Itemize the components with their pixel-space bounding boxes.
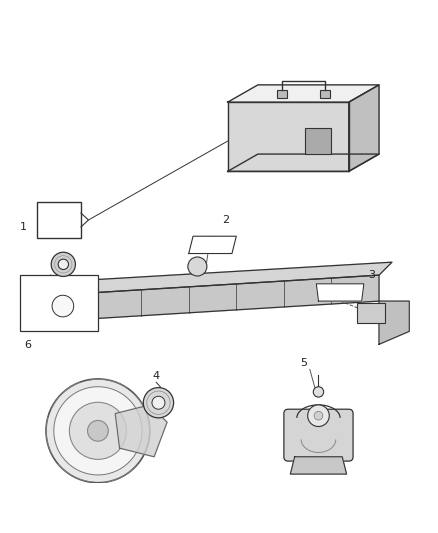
Circle shape bbox=[314, 411, 323, 420]
Circle shape bbox=[51, 252, 75, 277]
Polygon shape bbox=[228, 154, 379, 172]
Polygon shape bbox=[228, 85, 379, 102]
Circle shape bbox=[307, 405, 329, 426]
Polygon shape bbox=[228, 102, 349, 172]
Circle shape bbox=[188, 257, 207, 276]
Polygon shape bbox=[349, 85, 379, 172]
Polygon shape bbox=[290, 457, 346, 474]
Circle shape bbox=[69, 402, 127, 459]
Text: 4: 4 bbox=[153, 371, 160, 381]
Circle shape bbox=[152, 396, 165, 409]
Circle shape bbox=[46, 379, 150, 483]
Polygon shape bbox=[189, 236, 236, 254]
Text: 6: 6 bbox=[25, 340, 32, 350]
FancyBboxPatch shape bbox=[284, 409, 353, 461]
Bar bbox=[276, 90, 287, 98]
Polygon shape bbox=[115, 405, 167, 457]
Bar bbox=[320, 90, 330, 98]
Bar bbox=[357, 303, 385, 322]
Bar bbox=[305, 128, 332, 154]
Circle shape bbox=[58, 259, 68, 270]
Polygon shape bbox=[20, 275, 98, 332]
Text: 1: 1 bbox=[20, 222, 27, 232]
Polygon shape bbox=[98, 275, 379, 318]
Polygon shape bbox=[98, 262, 392, 293]
Text: 2: 2 bbox=[222, 215, 229, 225]
Circle shape bbox=[88, 421, 108, 441]
Circle shape bbox=[143, 387, 173, 418]
Circle shape bbox=[54, 387, 142, 475]
Text: 3: 3 bbox=[368, 270, 375, 280]
Polygon shape bbox=[316, 284, 364, 301]
Circle shape bbox=[52, 295, 74, 317]
Polygon shape bbox=[379, 301, 409, 344]
Bar bbox=[37, 201, 81, 238]
Text: 5: 5 bbox=[300, 358, 307, 368]
Circle shape bbox=[313, 387, 324, 397]
